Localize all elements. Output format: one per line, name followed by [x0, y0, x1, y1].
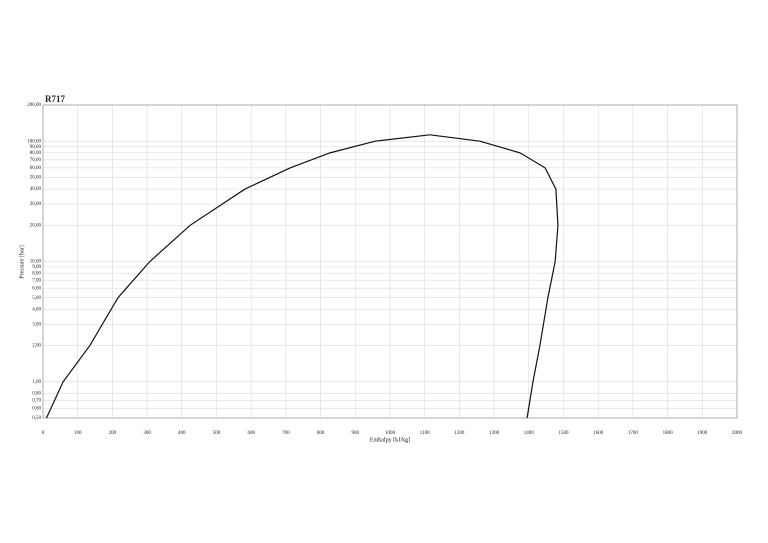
- y-tick-label: 3,00: [32, 323, 41, 328]
- y-tick-label: 0,70: [32, 399, 41, 404]
- x-tick-label: 1200: [454, 431, 465, 436]
- y-tick-label: 2,00: [32, 344, 41, 349]
- x-tick-label: 1700: [628, 431, 639, 436]
- x-tick-label: 0: [42, 431, 45, 436]
- y-tick-label: 80,00: [30, 151, 42, 156]
- x-tick-label: 900: [352, 431, 360, 436]
- y-tick-label: 50,00: [30, 176, 42, 181]
- y-tick-label: 0,80: [32, 392, 41, 397]
- y-tick-label: 70,00: [30, 158, 42, 163]
- y-tick-label: 10,00: [30, 260, 42, 265]
- x-tick-label: 800: [317, 431, 325, 436]
- y-tick-label: 1,00: [32, 380, 41, 385]
- y-tick-label: 8,00: [32, 271, 41, 276]
- x-axis-label: Enthalpy [kJ/kg]: [370, 437, 410, 443]
- y-tick-label: 4,00: [32, 308, 41, 313]
- x-tick-label: 500: [213, 431, 221, 436]
- x-tick-label: 1900: [697, 431, 708, 436]
- y-tick-label: 7,00: [32, 278, 41, 283]
- x-tick-label: 600: [247, 431, 255, 436]
- y-axis-label: Pressure [bar]: [19, 245, 25, 279]
- x-tick-label: 1600: [593, 431, 604, 436]
- y-tick-label: 9,00: [32, 265, 41, 270]
- x-tick-label: 400: [178, 431, 186, 436]
- y-tick-label: 20,00: [30, 223, 42, 228]
- y-tick-label: 6,00: [32, 286, 41, 291]
- x-tick-label: 1300: [489, 431, 500, 436]
- y-tick-label: 200,00: [27, 103, 41, 108]
- x-tick-label: 1100: [420, 431, 430, 436]
- x-tick-label: 700: [282, 431, 290, 436]
- x-tick-label: 200: [109, 431, 117, 436]
- x-tick-label: 100: [74, 431, 82, 436]
- y-tick-label: 40,00: [30, 187, 42, 192]
- x-tick-label: 1000: [385, 431, 396, 436]
- saturation-curve: [429, 134, 559, 419]
- x-tick-label: 300: [143, 431, 151, 436]
- y-tick-label: 100,00: [27, 139, 41, 144]
- x-tick-label: 1400: [524, 431, 535, 436]
- y-tick-label: 90,00: [30, 145, 42, 150]
- y-tick-label: 0,50: [32, 416, 41, 421]
- x-tick-label: 2000: [732, 431, 743, 436]
- y-tick-label: 0,60: [32, 407, 41, 412]
- y-tick-label: 5,00: [32, 296, 41, 301]
- saturation-curve: [45, 134, 430, 419]
- y-tick-label: 30,00: [30, 202, 42, 207]
- chart-title: R717: [45, 94, 65, 104]
- y-tick-label: 60,00: [30, 166, 42, 171]
- x-tick-label: 1800: [663, 431, 674, 436]
- x-tick-label: 1500: [559, 431, 570, 436]
